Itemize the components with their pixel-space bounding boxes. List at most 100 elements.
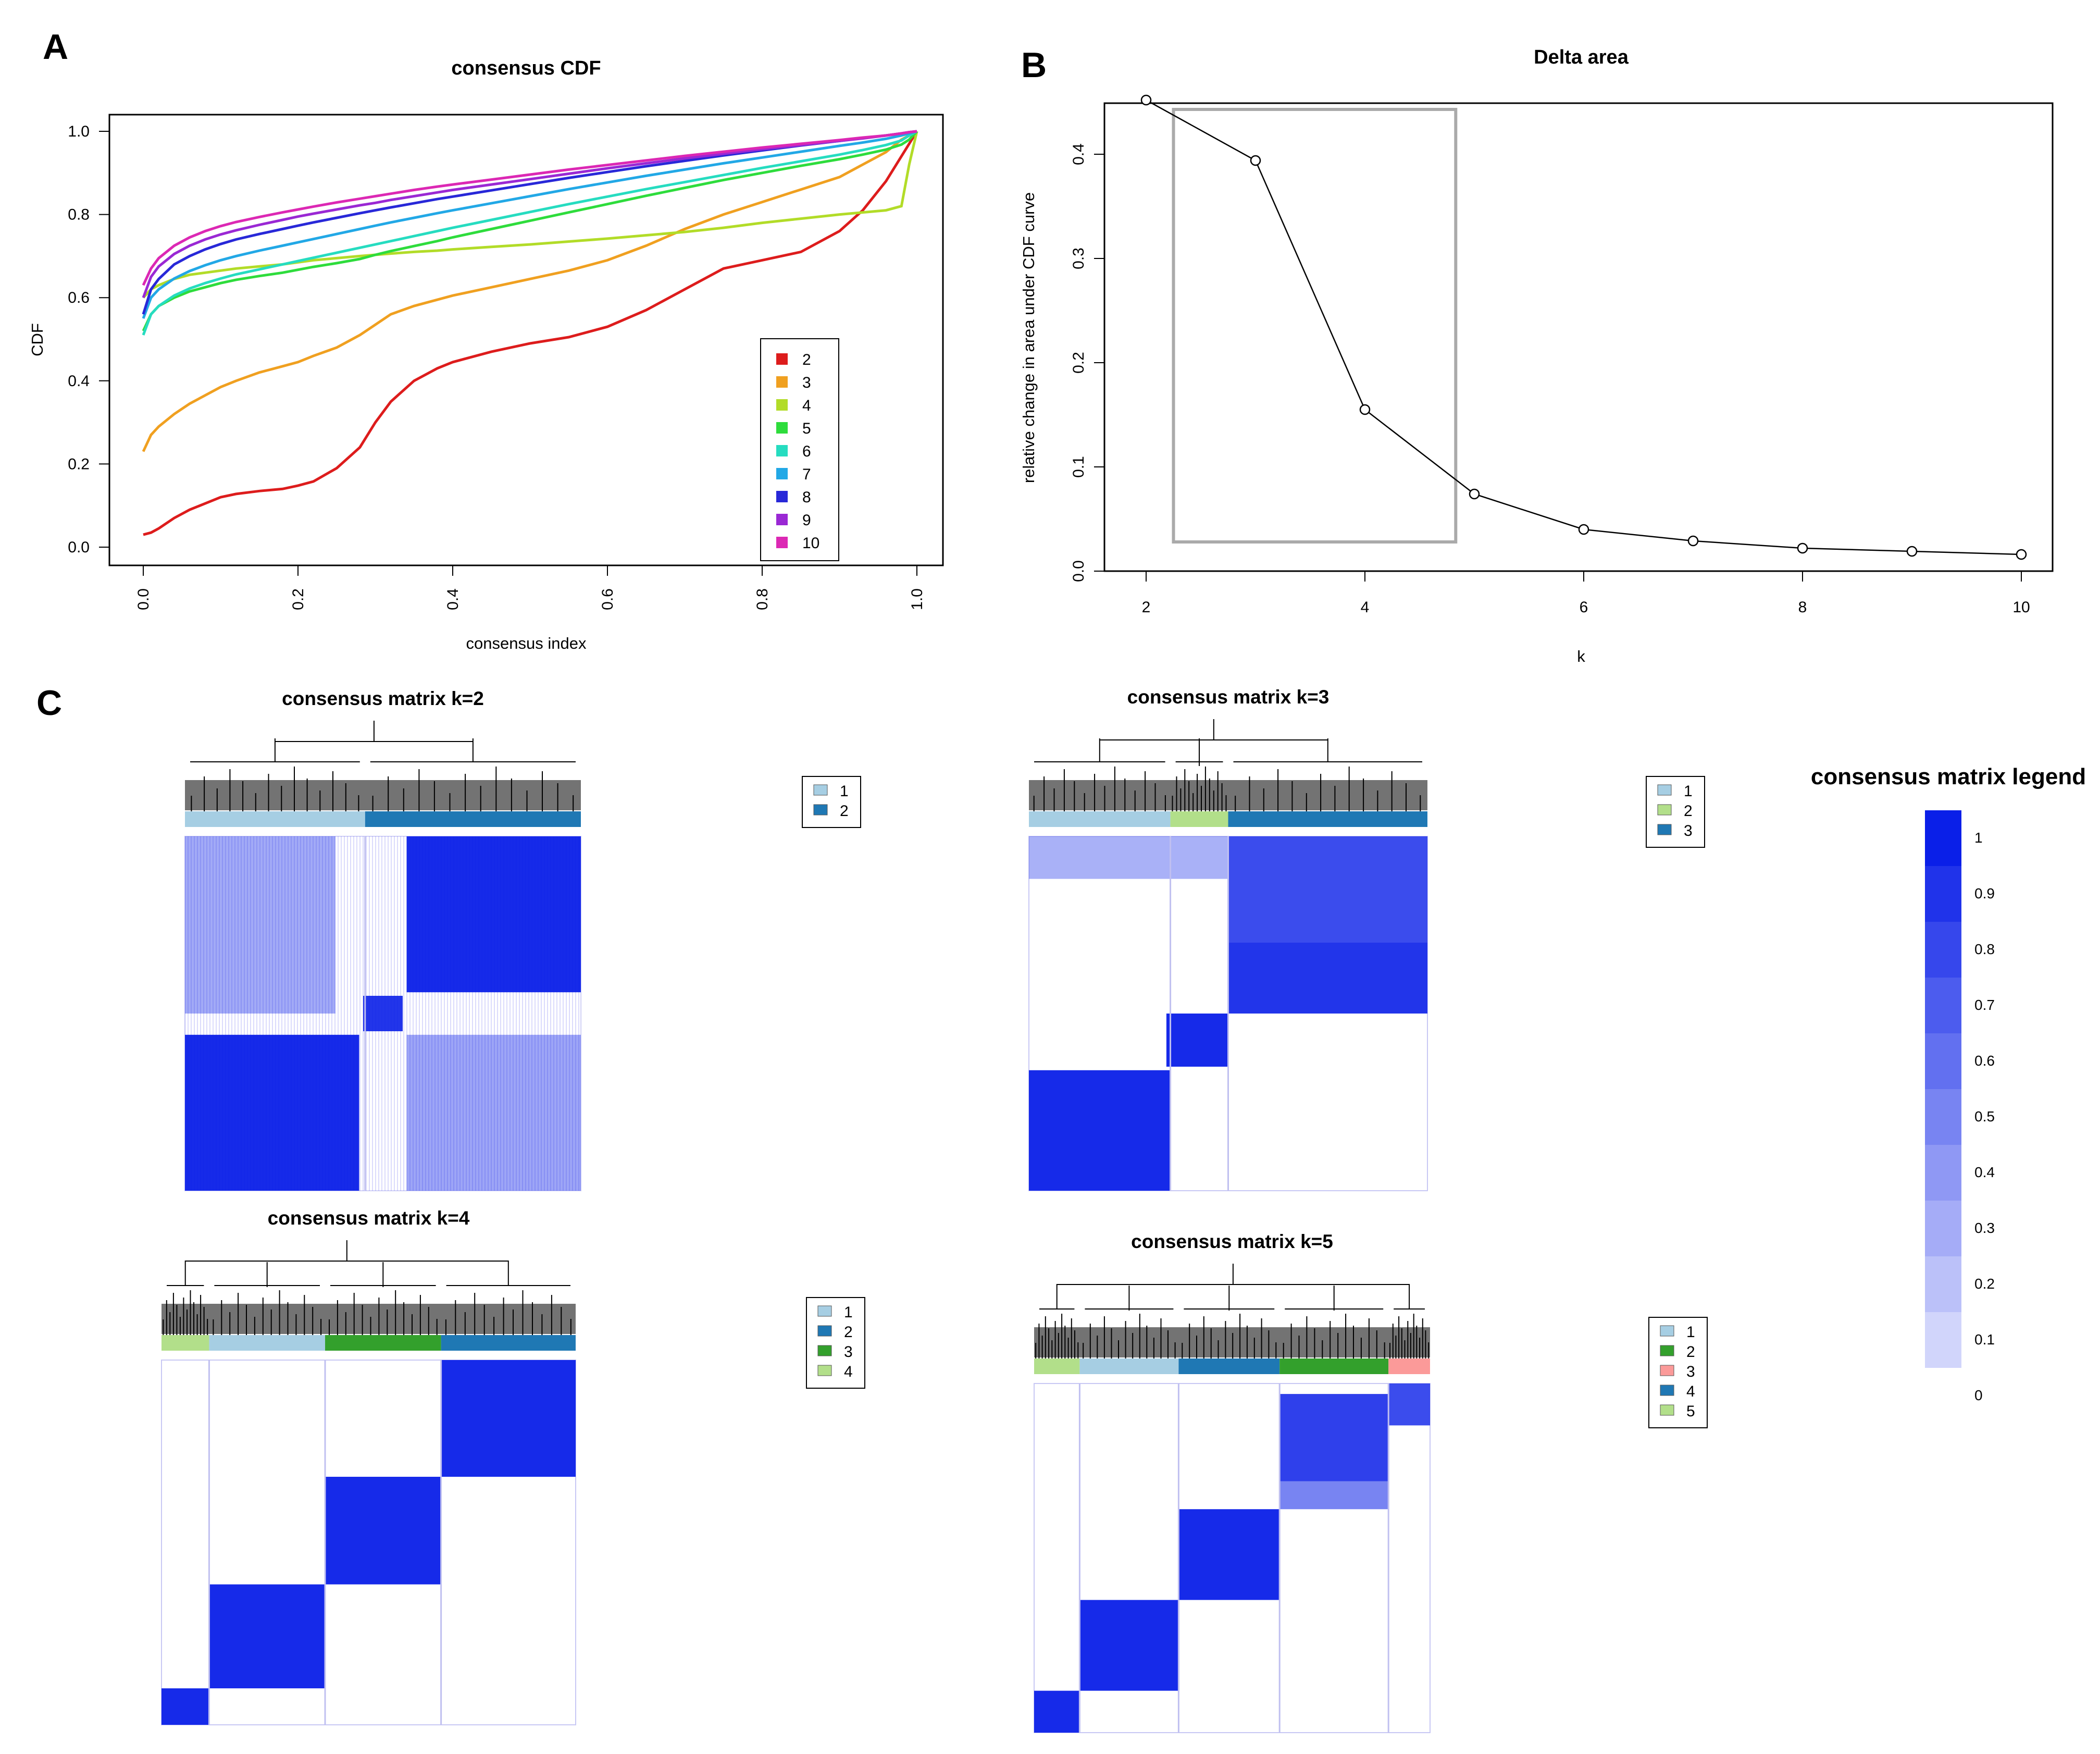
delta-ytick-label: 0.3 bbox=[1070, 248, 1087, 269]
matrix-title-k3: consensus matrix k=3 bbox=[1127, 686, 1329, 708]
delta-point bbox=[1687, 535, 1699, 547]
cdf-legend-label: 7 bbox=[802, 466, 811, 483]
matrix-legend-swatch bbox=[817, 1325, 832, 1337]
heatmap-block bbox=[1178, 1509, 1280, 1600]
delta-xtick-label: 10 bbox=[2012, 599, 2030, 616]
matrix-legend-swatch bbox=[1657, 804, 1672, 816]
heatmap-block bbox=[363, 996, 403, 1031]
consensus-legend-tick: 0.9 bbox=[1974, 885, 1995, 901]
dendrogram-k2 bbox=[185, 721, 581, 811]
dendrogram-k3 bbox=[1029, 719, 1427, 811]
delta-xlabel: k bbox=[1577, 647, 1585, 665]
cdf-chart: consensus CDF consensus index CDF 0.0 0.2… bbox=[28, 57, 944, 652]
matrix-legend-k2: 12 bbox=[802, 776, 861, 828]
matrix-legend-swatch bbox=[817, 1345, 832, 1356]
delta-ytick-label: 0.4 bbox=[1070, 143, 1087, 165]
consensus-legend-tick: 0.2 bbox=[1974, 1276, 1995, 1292]
heatmap-block bbox=[185, 1034, 359, 1191]
matrix-legend-label: 1 bbox=[840, 783, 849, 800]
dendrogram-k5 bbox=[1034, 1264, 1430, 1358]
matrix-legend-label: 2 bbox=[844, 1324, 853, 1341]
heatmap-block bbox=[1279, 1481, 1389, 1510]
cdf-series-line-k2 bbox=[143, 130, 918, 536]
delta-xtick-label: 6 bbox=[1580, 599, 1588, 616]
cdf-legend-swatch bbox=[776, 422, 788, 434]
cdf-legend-label: 8 bbox=[802, 489, 811, 506]
consensus-legend-tick: 0 bbox=[1974, 1387, 1983, 1403]
cdf-xtick-label: 0.2 bbox=[290, 588, 307, 610]
consensus-legend-cell bbox=[1925, 922, 1961, 978]
matrix-legend-box bbox=[1646, 776, 1705, 848]
dendrogram-leaves bbox=[185, 780, 581, 810]
cdf-plot-frame bbox=[108, 114, 944, 566]
consensus-legend-cell bbox=[1925, 1033, 1961, 1089]
matrix-legend-swatch bbox=[813, 784, 828, 796]
consensus-legend-tick: 0.5 bbox=[1974, 1108, 1995, 1125]
cdf-legend-label: 10 bbox=[802, 535, 819, 552]
delta-title: Delta area bbox=[1534, 46, 1629, 68]
consensus-legend-cell bbox=[1925, 1312, 1961, 1368]
delta-ytick-label: 0.0 bbox=[1070, 560, 1087, 582]
cdf-series-line-k5 bbox=[142, 130, 918, 332]
delta-point bbox=[1250, 155, 1261, 166]
heatmap-k5 bbox=[1034, 1383, 1431, 1733]
cdf-legend-swatch bbox=[776, 491, 788, 502]
cdf-legend-label: 2 bbox=[802, 351, 811, 368]
heatmap-block bbox=[185, 836, 335, 1014]
cdf-legend-swatch bbox=[776, 399, 788, 411]
consensus-legend-tick: 0.4 bbox=[1974, 1164, 1995, 1180]
matrix-legend-swatch bbox=[817, 1305, 832, 1317]
heatmap-block bbox=[1279, 1394, 1389, 1481]
dendrogram-k4 bbox=[161, 1240, 576, 1335]
delta-point bbox=[1906, 546, 1918, 557]
heatmap-block bbox=[1228, 943, 1427, 1014]
delta-point bbox=[1797, 542, 1808, 554]
cdf-series-line-k6 bbox=[142, 130, 918, 336]
heatmap-k2 bbox=[184, 836, 581, 1191]
dendrogram-leaves bbox=[161, 1304, 576, 1334]
cdf-legend-label: 9 bbox=[802, 512, 811, 529]
matrix-legend-label: 2 bbox=[1686, 1343, 1695, 1361]
matrix-legend-label: 1 bbox=[1684, 783, 1693, 800]
cluster-bar-segment bbox=[1029, 811, 1171, 827]
delta-point bbox=[1359, 404, 1371, 415]
cluster-bar-segment bbox=[1079, 1358, 1179, 1374]
delta-point bbox=[2016, 549, 2027, 560]
cdf-xtick-label: 0.4 bbox=[444, 588, 462, 610]
delta-ytick-label: 0.1 bbox=[1070, 456, 1087, 478]
cdf-legend-label: 3 bbox=[802, 374, 811, 391]
cdf-ytick-label: 0.4 bbox=[68, 373, 90, 390]
cdf-ylabel: CDF bbox=[28, 323, 46, 356]
cluster-bar-segment bbox=[441, 1335, 576, 1351]
cluster-bar-segment bbox=[1388, 1358, 1430, 1374]
cdf-ytick-label: 0.8 bbox=[68, 206, 90, 224]
cluster-bar-segment bbox=[161, 1335, 209, 1351]
heatmap-k4 bbox=[161, 1360, 576, 1725]
consensus-legend-cell bbox=[1925, 1256, 1961, 1312]
heatmap-block bbox=[441, 1360, 576, 1477]
delta-plot-frame bbox=[1103, 102, 2054, 572]
cdf-series-line-k9 bbox=[142, 130, 917, 299]
consensus-matrix-k3: consensus matrix k=3 1 2 3 bbox=[1028, 686, 1705, 1191]
consensus-matrix-k4: consensus matrix k=4 1 2 3 4 bbox=[161, 1207, 865, 1725]
consensus-legend-cell bbox=[1925, 1089, 1961, 1145]
cluster-bar-segment bbox=[1170, 811, 1228, 827]
panel-b-label: B bbox=[1021, 45, 1047, 85]
matrix-legend-label: 3 bbox=[1684, 822, 1693, 839]
heatmap-block bbox=[161, 1688, 209, 1725]
matrix-legend-swatch bbox=[817, 1365, 832, 1376]
consensus-legend-tick: 0.3 bbox=[1974, 1220, 1995, 1236]
cdf-legend-swatch bbox=[776, 514, 788, 525]
matrix-title-k2: consensus matrix k=2 bbox=[282, 688, 484, 709]
cluster-bar-segment bbox=[1178, 1358, 1280, 1374]
cdf-legend-swatch bbox=[776, 353, 788, 365]
cluster-bar-segment bbox=[1034, 1358, 1080, 1374]
cdf-legend-swatch bbox=[776, 468, 788, 479]
matrix-legend-swatch bbox=[1660, 1345, 1674, 1356]
cdf-ytick-label: 0.6 bbox=[68, 289, 90, 306]
cdf-ytick-label: 1.0 bbox=[68, 123, 90, 140]
matrix-legend-swatch bbox=[1660, 1365, 1674, 1376]
cluster-bar-segment bbox=[1279, 1358, 1389, 1374]
consensus-legend-title: consensus matrix legend bbox=[1811, 764, 2086, 789]
